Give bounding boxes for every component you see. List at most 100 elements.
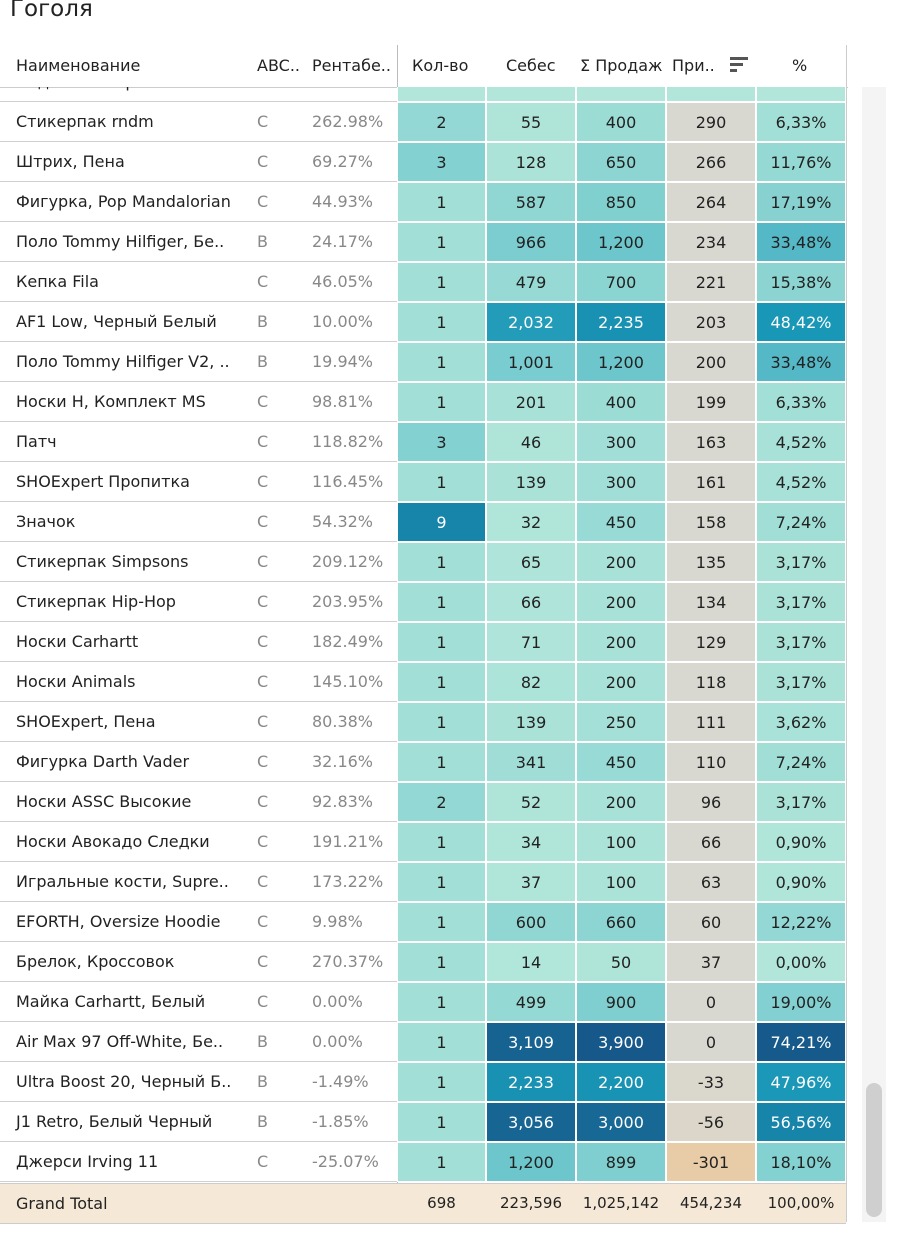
total-cell: 454,234: [679, 1194, 743, 1212]
cell: 3,17%: [756, 542, 846, 582]
cell: C: [257, 872, 269, 891]
cell: 1,001: [486, 342, 576, 382]
row-separator: [0, 981, 397, 982]
table-row: Ultra Boost 20, Черный Б.. B -1.49% 1 2,233 2…: [0, 1062, 846, 1102]
cell: 7,24%: [756, 742, 846, 782]
cell: 209.12%: [312, 552, 384, 571]
cell: 182.49%: [312, 632, 384, 651]
cell: 3,000: [576, 1102, 666, 1142]
cell: C: [257, 632, 269, 651]
table-row: Подвеска TrapC 138.32%: [0, 87, 846, 102]
row-separator: [0, 181, 397, 182]
scrollbar-track: [862, 87, 886, 1222]
cell: 54.32%: [312, 512, 374, 531]
row-separator: [0, 661, 397, 662]
cell: 200: [576, 542, 666, 582]
cell: 1,200: [576, 342, 666, 382]
table-row: Носки Авокадо Следки C 191.21% 1 34 100 66 0,90…: [0, 822, 846, 862]
cell: 173.22%: [312, 872, 384, 891]
cell: 200: [576, 662, 666, 702]
sheet-title: Гоголя: [10, 0, 93, 22]
row-separator: [0, 421, 397, 422]
cell: 37: [486, 862, 576, 902]
cell: 264: [666, 182, 756, 222]
cell: J1 Retro, Белый Черный: [16, 1112, 213, 1131]
row-separator: [0, 821, 397, 822]
row-separator: [0, 941, 397, 942]
cell: 12,22%: [756, 902, 846, 942]
cell: 145.10%: [312, 672, 384, 691]
cell: 128: [486, 142, 576, 182]
cell: 14: [486, 942, 576, 982]
cell: 135: [666, 542, 756, 582]
cell: -25.07%: [312, 1152, 379, 1171]
cell: SHOExpert, Пена: [16, 712, 156, 731]
cell: Стикерпак Hip-Hop: [16, 592, 176, 611]
cell: [576, 87, 666, 102]
cell: 17,19%: [756, 182, 846, 222]
cell: 74,21%: [756, 1022, 846, 1062]
cell: 1: [397, 902, 486, 942]
cell: -1.49%: [312, 1072, 369, 1091]
cell: Штрих, Пена: [16, 152, 125, 171]
row-separator: [0, 581, 397, 582]
cell: 96: [666, 782, 756, 822]
cell: 1: [397, 182, 486, 222]
row-separator: [0, 461, 397, 462]
cell: 100: [576, 862, 666, 902]
cell: 6,33%: [756, 102, 846, 142]
scrollbar-thumb[interactable]: [866, 1083, 882, 1217]
cell: 300: [576, 462, 666, 502]
row-separator: [0, 301, 397, 302]
cell: -301: [666, 1142, 756, 1182]
cell: 116.45%: [312, 472, 384, 491]
column-header: Рентабе..: [312, 56, 391, 75]
row-separator: [0, 701, 397, 702]
cell: 118: [666, 662, 756, 702]
table-row: Air Max 97 Off-White, Бе.. B 0.00% 1 3,109 3,…: [0, 1022, 846, 1062]
sort-icon[interactable]: [728, 55, 750, 75]
table-row: Стикерпак Simpsons C 209.12% 1 65 200 135 3,17%: [0, 542, 846, 582]
table-row: Поло Tommy Hilfiger, Бе.. B 24.17% 1 966 1,20…: [0, 222, 846, 262]
cell: C: [257, 112, 269, 131]
cell: [486, 87, 576, 102]
cell: 1: [397, 262, 486, 302]
cell: 250: [576, 702, 666, 742]
cell: 1: [397, 342, 486, 382]
cell: Носки ASSC Высокие: [16, 792, 192, 811]
total-cell: 100,00%: [767, 1194, 835, 1212]
cell: 71: [486, 622, 576, 662]
row-separator: [0, 1141, 397, 1142]
cell: B: [257, 1112, 268, 1131]
cell: 111: [666, 702, 756, 742]
cell: 52: [486, 782, 576, 822]
cell: 200: [666, 342, 756, 382]
column-header: %: [792, 56, 808, 75]
cell: Носки Animals: [16, 672, 136, 691]
cell: Стикерпак rndm: [16, 112, 154, 131]
cell: 341: [486, 742, 576, 782]
total-label: Grand Total: [16, 1194, 108, 1213]
cell: C: [257, 192, 269, 211]
cell: Подвеска Trap: [16, 87, 256, 102]
cell: 19,00%: [756, 982, 846, 1022]
cell: Брелок, Кроссовок: [16, 952, 175, 971]
cell: 110: [666, 742, 756, 782]
cell: 46.05%: [312, 272, 374, 291]
cell: B: [257, 232, 268, 251]
cell: 139: [486, 702, 576, 742]
cell: 1: [397, 822, 486, 862]
cell: 19.94%: [312, 352, 374, 371]
cell: 290: [666, 102, 756, 142]
cell: 966: [486, 222, 576, 262]
cell: 47,96%: [756, 1062, 846, 1102]
table-row: EFORTH, Oversize Hoodie C 9.98% 1 600 660 60 12…: [0, 902, 846, 942]
cell: 69.27%: [312, 152, 374, 171]
cell: 9: [397, 502, 486, 542]
column-header: Наименование: [16, 56, 141, 75]
table-row: Носки H, Комплект MS C 98.81% 1 201 400 199 6,3…: [0, 382, 846, 422]
row-separator: [0, 741, 397, 742]
row-separator: [0, 1181, 397, 1182]
cell: 587: [486, 182, 576, 222]
